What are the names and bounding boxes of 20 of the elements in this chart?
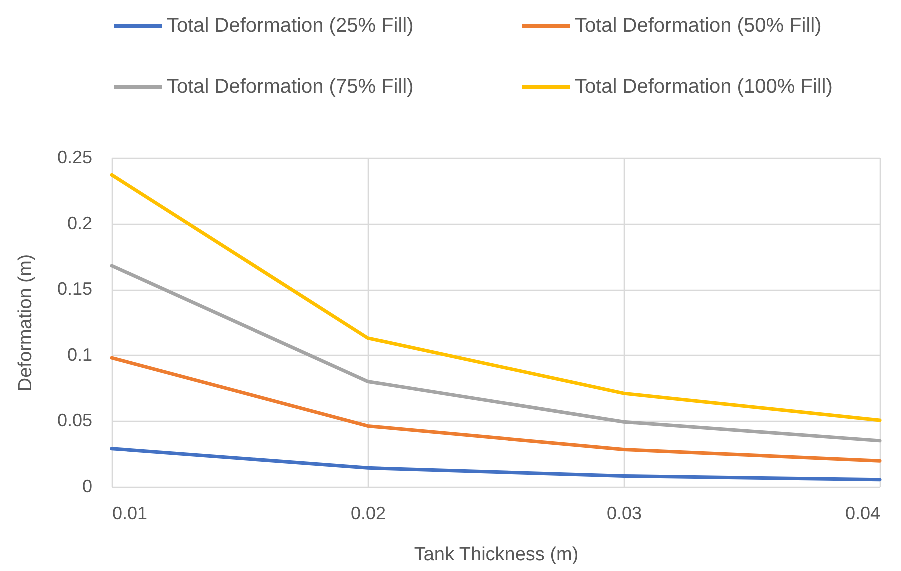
legend-label: Total Deformation (75% Fill): [167, 76, 414, 98]
y-tick-label: 0.15: [57, 279, 92, 300]
line-series: [110, 264, 882, 443]
y-tick-label: 0: [82, 476, 92, 496]
legend-label: Total Deformation (50% Fill): [575, 15, 822, 37]
y-tick-label: 0.1: [67, 344, 92, 365]
x-tick-label: 0.04: [845, 504, 880, 524]
y-tick-label: 0.05: [57, 410, 92, 431]
y-tick-label: 0.25: [57, 148, 92, 168]
legend-label: Total Deformation (25% Fill): [167, 15, 414, 37]
line-series: [110, 356, 882, 463]
legend-label: Total Deformation (100% Fill): [575, 76, 833, 98]
line-series: [110, 173, 882, 422]
x-axis-title: Tank Thickness (m): [414, 544, 579, 566]
y-axis-title: Deformation (m): [15, 254, 36, 392]
line-series: [110, 447, 882, 482]
x-tick-label: 0.01: [112, 504, 148, 524]
y-tick-label: 0.2: [67, 213, 92, 234]
x-tick-label: 0.03: [606, 504, 642, 524]
x-tick-label: 0.02: [350, 504, 386, 524]
